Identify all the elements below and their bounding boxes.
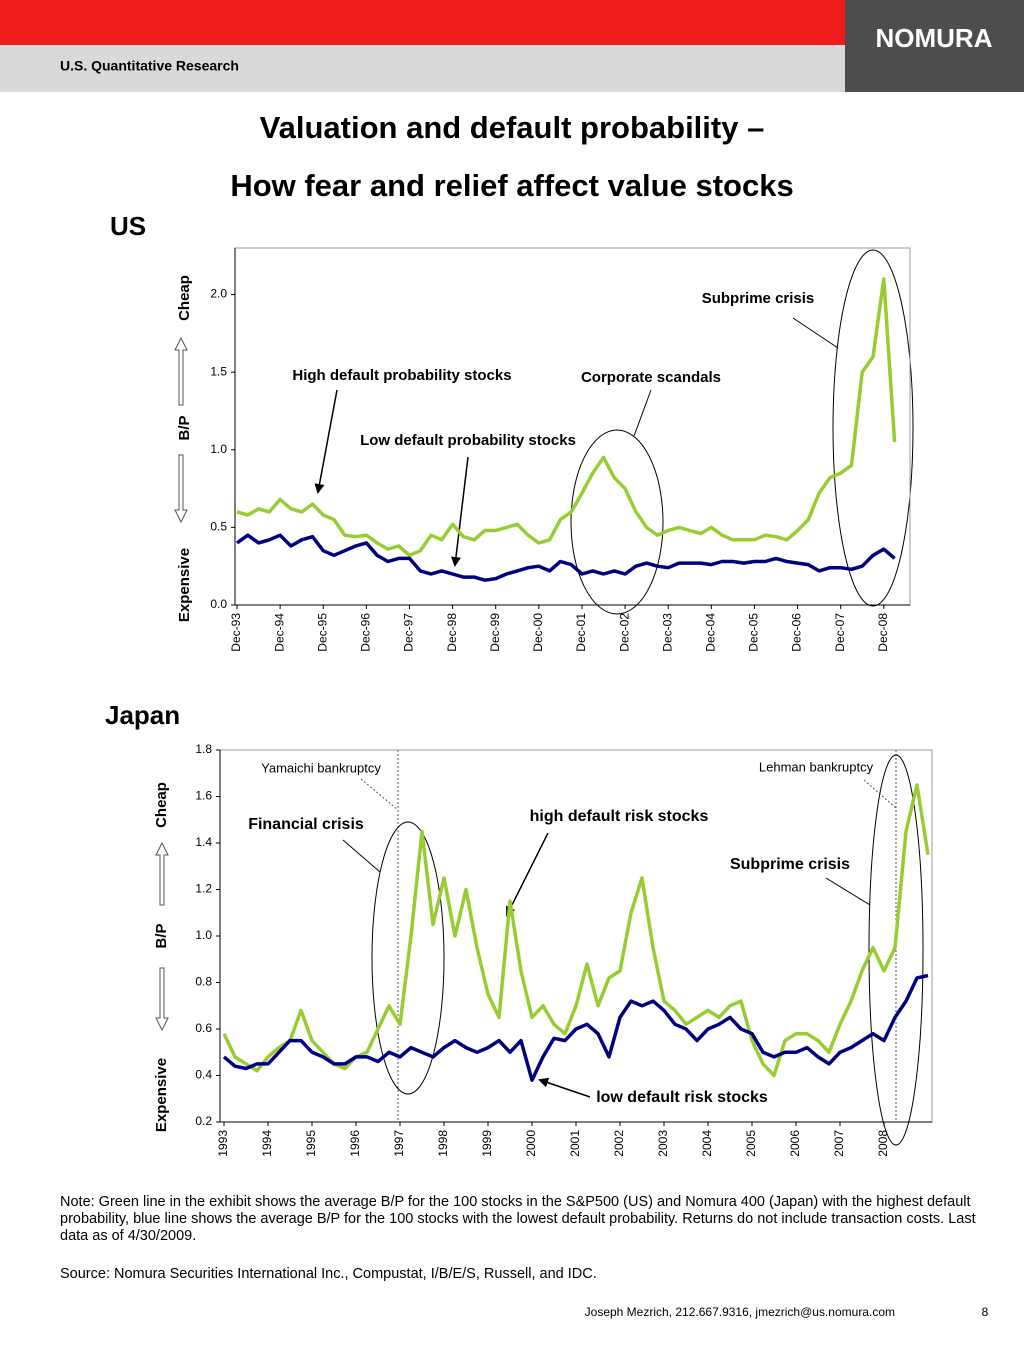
highlight-ellipse <box>570 429 664 615</box>
page-number: 8 <box>982 1305 989 1319</box>
y-tick-label: 2.0 <box>210 287 227 301</box>
y-axis-label: B/P <box>153 923 170 948</box>
x-tick-label: 2002 <box>612 1130 626 1157</box>
plot-area <box>219 749 933 1123</box>
y-axis-label: Expensive <box>153 1058 170 1132</box>
footer-contact: Joseph Mezrich, 212.667.9316, jmezrich@u… <box>585 1305 895 1319</box>
note: Note: Green line in the exhibit shows th… <box>60 1194 976 1244</box>
chart-title: US <box>110 211 146 241</box>
pointer-arrow <box>538 1077 591 1098</box>
pointer-arrow <box>506 832 549 917</box>
chart-title: Japan <box>105 700 180 730</box>
logo: NOMURA <box>876 23 993 53</box>
highlight-ellipse <box>371 821 445 1095</box>
x-tick-label: 1994 <box>260 1130 274 1157</box>
series-line <box>236 277 897 558</box>
x-tick-label: 2005 <box>744 1130 758 1157</box>
pointer-line <box>825 877 871 906</box>
pointer-arrow <box>314 389 338 494</box>
leader-line <box>360 778 399 811</box>
pointer-arrow <box>450 456 469 567</box>
x-tick-label: Dec-06 <box>790 613 804 652</box>
x-tick-label: 2004 <box>700 1130 714 1157</box>
x-tick-label: 2007 <box>832 1130 846 1157</box>
y-tick-label: 1.4 <box>195 835 212 849</box>
annotation: High default probability stocks <box>292 367 511 384</box>
header-gray-bar <box>0 45 845 92</box>
annotation: Low default probability stocks <box>360 432 576 449</box>
down-arrow <box>174 454 188 524</box>
x-tick-label: Dec-01 <box>574 613 588 652</box>
x-tick-label: 2006 <box>788 1130 802 1157</box>
annotation: Corporate scandals <box>581 369 721 386</box>
highlight-ellipse <box>868 754 924 1146</box>
y-axis-label: Cheap <box>176 275 193 321</box>
title-line: Valuation and default probability – <box>260 110 765 145</box>
x-tick-label: 1993 <box>216 1130 230 1157</box>
up-arrow <box>155 841 169 906</box>
y-tick-label: 0.5 <box>210 520 227 534</box>
annotation: Subprime crisis <box>702 290 815 307</box>
x-tick-label: Dec-98 <box>445 613 459 652</box>
x-tick-label: 2001 <box>568 1130 582 1157</box>
y-tick-label: 0.4 <box>195 1068 212 1082</box>
x-tick-label: Dec-96 <box>359 613 373 652</box>
annotation: Lehman bankruptcy <box>759 759 874 774</box>
x-tick-label: 1996 <box>348 1130 362 1157</box>
y-tick-label: 1.6 <box>195 789 212 803</box>
pointer-line <box>342 839 381 873</box>
x-tick-label: 1998 <box>436 1130 450 1157</box>
y-tick-label: 1.5 <box>210 364 227 378</box>
logo-box <box>845 0 1024 92</box>
highlight-ellipse <box>832 249 914 607</box>
x-tick-label: Dec-04 <box>703 613 717 652</box>
x-tick-label: Dec-02 <box>617 613 631 652</box>
series-line <box>235 533 896 582</box>
series-line <box>222 973 929 1082</box>
x-tick-label: 2008 <box>876 1130 890 1157</box>
y-tick-label: 0.6 <box>195 1021 212 1035</box>
annotation: low default risk stocks <box>596 1089 768 1106</box>
x-tick-label: Dec-97 <box>402 613 416 652</box>
y-axis-label: Expensive <box>176 548 193 622</box>
title-line: How fear and relief affect value stocks <box>230 168 793 203</box>
annotation: high default risk stocks <box>530 808 709 825</box>
x-tick-label: Dec-05 <box>747 613 761 652</box>
y-tick-label: 0.0 <box>210 597 227 611</box>
source: Source: Nomura Securities International … <box>60 1266 597 1282</box>
x-tick-label: 1997 <box>392 1130 406 1157</box>
x-tick-label: Dec-08 <box>876 613 890 652</box>
x-tick-label: Dec-07 <box>833 613 847 652</box>
x-tick-label: Dec-95 <box>315 613 329 652</box>
x-tick-label: 1995 <box>304 1130 318 1157</box>
x-tick-label: Dec-03 <box>660 613 674 652</box>
pointer-line <box>792 317 839 349</box>
annotation: Financial crisis <box>248 816 364 833</box>
annotation: Subprime crisis <box>730 856 850 873</box>
x-tick-label: 2003 <box>656 1130 670 1157</box>
y-tick-label: 1.2 <box>195 882 212 896</box>
y-tick-label: 0.8 <box>195 975 212 989</box>
x-tick-label: 1999 <box>480 1130 494 1157</box>
y-tick-label: 0.2 <box>195 1114 212 1128</box>
annotation: Yamaichi bankruptcy <box>261 760 381 775</box>
series-line <box>222 783 930 1078</box>
section-label: U.S. Quantitative Research <box>60 58 239 74</box>
header-red-bar <box>0 0 845 45</box>
y-tick-label: 1.0 <box>210 442 227 456</box>
down-arrow <box>155 967 169 1032</box>
y-tick-label: 1.8 <box>195 742 212 756</box>
x-tick-label: Dec-93 <box>229 613 243 652</box>
y-tick-label: 1.0 <box>195 928 212 942</box>
x-tick-label: 2000 <box>524 1130 538 1157</box>
up-arrow <box>174 336 188 406</box>
x-tick-label: Dec-99 <box>488 613 502 652</box>
y-axis-label: Cheap <box>153 782 170 828</box>
x-tick-label: Dec-94 <box>272 613 286 652</box>
y-axis-label: B/P <box>176 415 193 440</box>
pointer-line <box>633 389 652 437</box>
x-tick-label: Dec-00 <box>531 613 545 652</box>
